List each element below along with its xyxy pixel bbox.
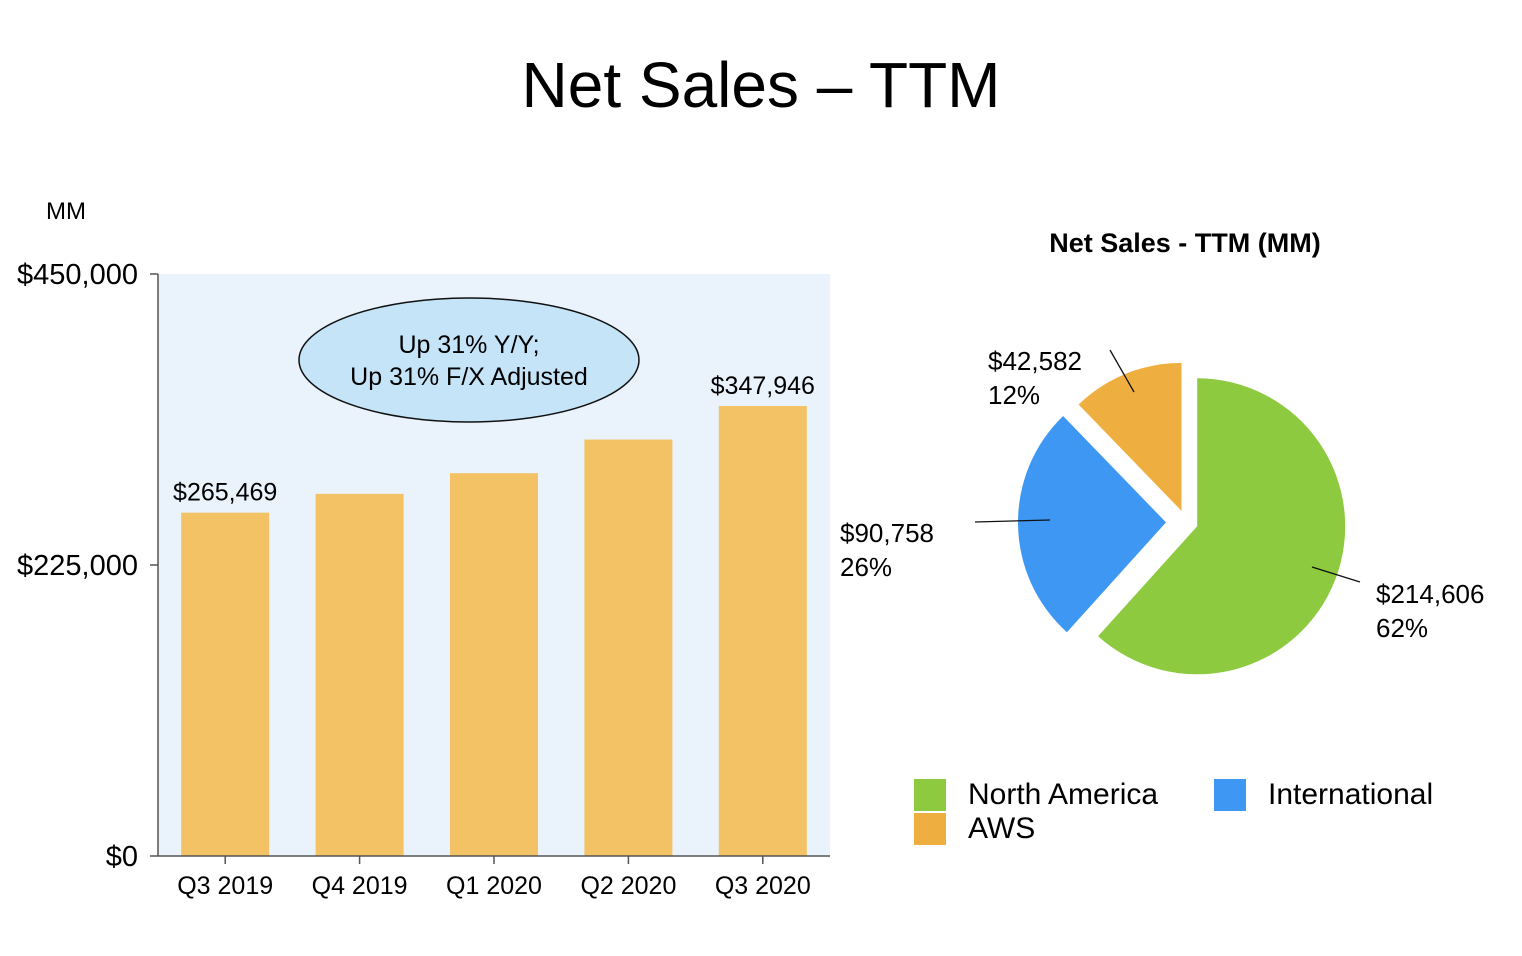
pie-slice-international bbox=[1018, 415, 1167, 633]
pie-slice-north-america bbox=[1098, 378, 1346, 675]
pie-value-label-north-america: $214,606 bbox=[1376, 579, 1484, 609]
bar-data-label-q3-2019: $265,469 bbox=[173, 479, 277, 507]
legend-label-north-america: North America bbox=[968, 778, 1159, 811]
bar-q4-2019 bbox=[315, 493, 404, 856]
pie-pct-label-aws: 12% bbox=[988, 380, 1040, 410]
pie-value-label-aws: $42,582 bbox=[988, 346, 1082, 376]
pie-value-label-international: $90,758 bbox=[840, 518, 934, 548]
legend-label-international: International bbox=[1268, 778, 1434, 811]
bar-data-label-q3-2020: $347,946 bbox=[711, 372, 815, 400]
x-tick-label-q3-2020: Q3 2020 bbox=[715, 872, 811, 900]
x-tick-label-q2-2020: Q2 2020 bbox=[580, 872, 676, 900]
legend-north-america: North America bbox=[914, 778, 1158, 812]
legend-label-aws: AWS bbox=[968, 812, 1036, 845]
bar-q3-2020 bbox=[718, 405, 807, 856]
bar-q3-2019 bbox=[181, 512, 270, 856]
callout-ellipse bbox=[298, 297, 640, 423]
legend-swatch-north-america bbox=[914, 779, 946, 811]
pie-chart-title: Net Sales - TTM (MM) bbox=[1049, 228, 1321, 258]
bar-q1-2020 bbox=[450, 473, 538, 856]
y-tick-label-0: $0 bbox=[106, 841, 138, 873]
legend-international: International bbox=[1214, 778, 1433, 812]
callout-line-2: Up 31% F/X Adjusted bbox=[350, 363, 588, 391]
callout-line-1: Up 31% Y/Y; bbox=[398, 331, 539, 359]
pie-slice-aws bbox=[1078, 362, 1182, 511]
bar-chart: Q3 2019 $265,469 Q4 2019 Q1 2020 Q2 2020 Q3 2… bbox=[17, 259, 830, 900]
pie-pct-label-north-america: 62% bbox=[1376, 613, 1428, 643]
leader-line-aws bbox=[1109, 349, 1135, 393]
x-tick-label-q3-2019: Q3 2019 bbox=[177, 872, 273, 900]
page-title: Net Sales – TTM bbox=[521, 49, 1001, 121]
unit-label: MM bbox=[46, 198, 86, 225]
legend-swatch-aws bbox=[914, 813, 946, 845]
x-tick-label-q4-2019: Q4 2019 bbox=[312, 872, 408, 900]
bar-q2-2020 bbox=[584, 439, 673, 856]
pie-pct-label-international: 26% bbox=[840, 552, 892, 582]
legend-aws: AWS bbox=[914, 812, 1035, 846]
x-tick-label-q1-2020: Q1 2020 bbox=[446, 872, 542, 900]
leader-line-international bbox=[974, 519, 1051, 523]
y-tick-label-450000: $450,000 bbox=[17, 259, 138, 291]
y-tick-label-225000: $225,000 bbox=[17, 550, 138, 582]
legend-swatch-international bbox=[1214, 779, 1246, 811]
leader-line-north-america bbox=[1311, 566, 1361, 583]
